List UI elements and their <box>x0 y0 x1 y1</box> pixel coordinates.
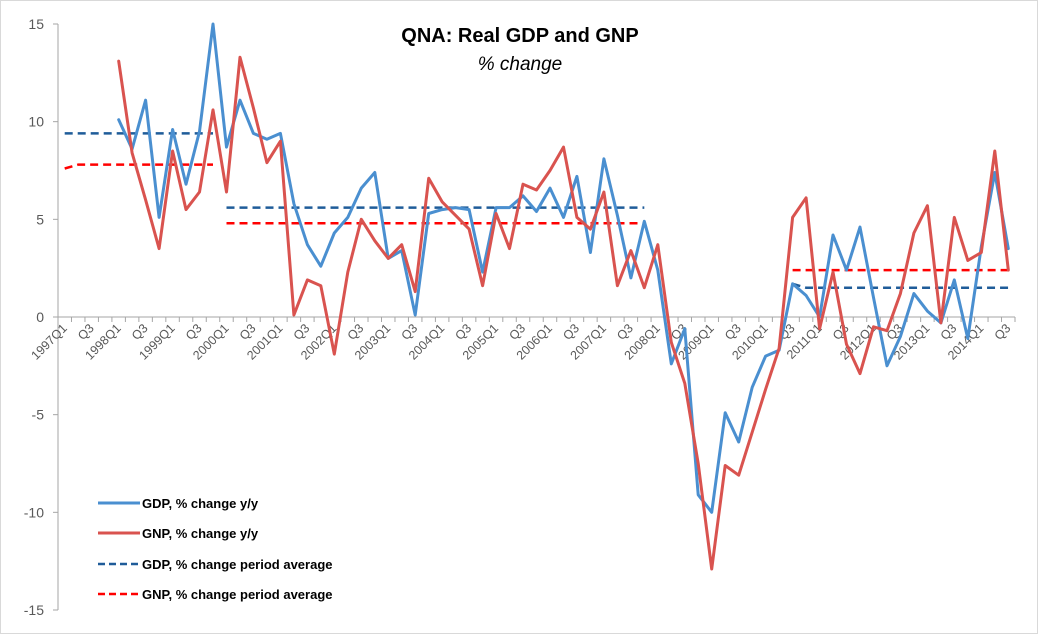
gnp-line <box>117 55 1010 571</box>
y-axis: 15 10 5 0 -5 -10 -15 <box>24 16 59 618</box>
series-layer <box>64 22 1010 571</box>
legend-label-gdp-average: GDP, % change period average <box>142 557 333 572</box>
gdp-line <box>117 22 1010 514</box>
y-tick-label: -5 <box>32 407 45 423</box>
average-segment <box>64 163 213 170</box>
y-tick-label: 0 <box>36 309 44 325</box>
y-tick-label: 15 <box>28 16 44 32</box>
y-tick-label: 10 <box>28 114 44 130</box>
legend-item-gnp-average: GNP, % change period average <box>98 587 333 602</box>
y-tick-label: -15 <box>24 602 44 618</box>
legend-item-gnp: GNP, % change y/y <box>98 526 259 541</box>
gnp-average-series <box>64 163 1009 272</box>
legend-item-gdp-average: GDP, % change period average <box>98 557 333 572</box>
chart-title: QNA: Real GDP and GNP <box>401 25 638 47</box>
y-tick-label: -10 <box>24 504 44 520</box>
legend: GDP, % change y/y GNP, % change y/y GDP,… <box>98 496 333 602</box>
gdp-series <box>117 22 1010 514</box>
y-tick-label: 5 <box>36 211 44 227</box>
legend-label-gnp: GNP, % change y/y <box>142 526 259 541</box>
legend-item-gdp: GDP, % change y/y <box>98 496 259 511</box>
gnp-series <box>117 55 1010 571</box>
average-segment <box>792 282 1009 289</box>
chart-subtitle: % change <box>478 54 563 75</box>
legend-label-gnp-average: GNP, % change period average <box>142 587 333 602</box>
legend-label-gdp: GDP, % change y/y <box>142 496 259 511</box>
